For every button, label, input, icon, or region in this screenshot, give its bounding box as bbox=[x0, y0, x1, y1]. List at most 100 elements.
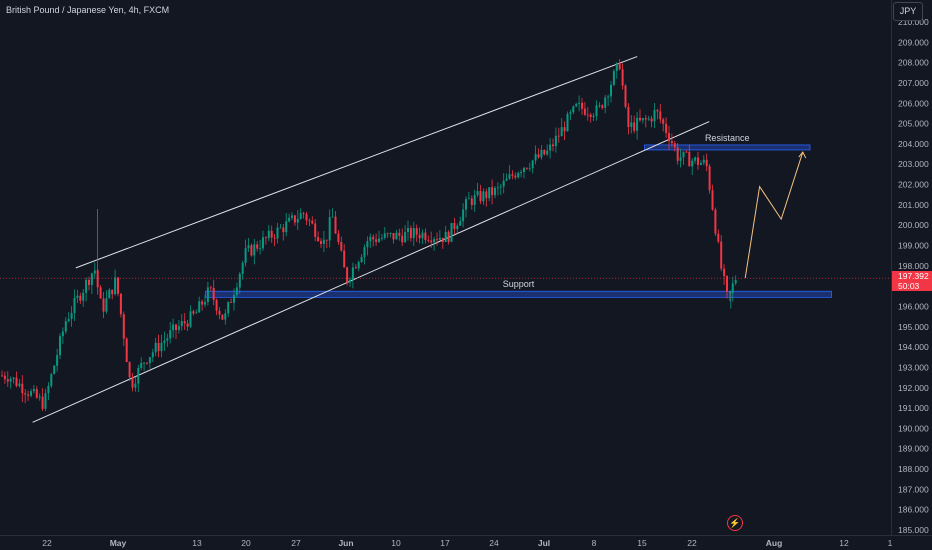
time-scale-divider bbox=[0, 535, 932, 536]
candle-body bbox=[583, 108, 586, 115]
candle-body bbox=[560, 127, 563, 137]
candle-body bbox=[662, 119, 665, 124]
candle-body bbox=[351, 267, 354, 280]
y-tick-label: 194.000 bbox=[898, 342, 929, 352]
candle-body bbox=[711, 190, 714, 210]
candle-body bbox=[444, 231, 447, 242]
candle-body bbox=[653, 110, 656, 122]
candle-body bbox=[592, 115, 595, 118]
candle-body bbox=[279, 227, 282, 229]
candle-body bbox=[479, 191, 482, 202]
candle-body bbox=[401, 235, 404, 243]
candle-body bbox=[717, 233, 720, 242]
y-tick-label: 192.000 bbox=[898, 383, 929, 393]
candle-body bbox=[699, 162, 702, 165]
candle-body bbox=[494, 187, 496, 196]
x-tick-label: 1 bbox=[888, 538, 893, 548]
candle-body bbox=[105, 298, 108, 312]
candle-body bbox=[285, 221, 288, 233]
x-tick-label: Jun bbox=[338, 538, 353, 548]
candle-body bbox=[441, 237, 444, 242]
candle-body bbox=[108, 289, 111, 299]
candle-body bbox=[412, 228, 415, 239]
candle-body bbox=[456, 225, 459, 230]
candle-body bbox=[282, 227, 285, 233]
candle-body bbox=[334, 216, 337, 234]
candle-body bbox=[85, 279, 88, 293]
lower-channel-trendline bbox=[32, 121, 710, 423]
candle-body bbox=[276, 227, 279, 239]
candle-body bbox=[218, 310, 221, 315]
x-tick-label: 22 bbox=[42, 538, 52, 548]
candle-body bbox=[1, 375, 3, 377]
candle-body bbox=[438, 237, 441, 240]
candle-body bbox=[50, 374, 53, 386]
candle-body bbox=[88, 279, 90, 285]
candle-body bbox=[302, 213, 305, 215]
candle-body bbox=[59, 336, 61, 356]
candle-body bbox=[697, 157, 699, 165]
candle-body bbox=[360, 256, 363, 263]
candle-body bbox=[517, 172, 520, 178]
x-tick-label: May bbox=[110, 538, 127, 548]
candle-body bbox=[102, 298, 105, 312]
x-tick-label: Jul bbox=[538, 538, 550, 548]
candle-body bbox=[375, 239, 378, 242]
candle-body bbox=[694, 157, 697, 161]
candle-body bbox=[731, 283, 734, 294]
y-tick-label: 201.000 bbox=[898, 200, 929, 210]
candle-body bbox=[354, 267, 357, 269]
candle-body bbox=[79, 295, 82, 301]
candle-body bbox=[256, 244, 259, 249]
candle-body bbox=[331, 216, 334, 218]
bolt-icon[interactable]: ⚡ bbox=[727, 515, 743, 531]
candle-body bbox=[572, 106, 575, 113]
candle-body bbox=[314, 223, 317, 238]
candle-body bbox=[505, 178, 508, 181]
x-tick-label: Aug bbox=[766, 538, 783, 548]
candle-body bbox=[119, 293, 122, 315]
candle-body bbox=[702, 159, 705, 163]
candle-body bbox=[221, 314, 224, 320]
candle-body bbox=[563, 127, 566, 132]
candle-body bbox=[607, 96, 610, 98]
x-tick-label: 17 bbox=[440, 538, 450, 548]
candle-body bbox=[644, 118, 647, 120]
candle-body bbox=[235, 287, 238, 296]
candle-body bbox=[462, 209, 465, 222]
candle-body bbox=[177, 326, 180, 330]
candle-body bbox=[299, 213, 302, 220]
candle-body bbox=[523, 167, 525, 172]
currency-badge[interactable]: JPY bbox=[893, 2, 923, 21]
candle-body bbox=[262, 237, 264, 249]
y-tick-label: 185.000 bbox=[898, 525, 929, 535]
y-tick-label: 188.000 bbox=[898, 464, 929, 474]
candle-body bbox=[369, 236, 372, 242]
candle-body bbox=[552, 144, 554, 147]
candle-body bbox=[18, 383, 21, 386]
candle-body bbox=[636, 117, 639, 131]
candle-body bbox=[44, 393, 47, 409]
candle-body bbox=[317, 237, 320, 242]
candle-body bbox=[291, 215, 293, 218]
y-tick-label: 195.000 bbox=[898, 322, 929, 332]
candle-body bbox=[685, 151, 688, 153]
candle-body bbox=[143, 362, 146, 364]
candle-body bbox=[647, 118, 650, 120]
candle-body bbox=[525, 167, 528, 169]
candle-body bbox=[615, 63, 618, 71]
candle-body bbox=[668, 133, 670, 142]
y-tick-label: 193.000 bbox=[898, 362, 929, 372]
candle-body bbox=[122, 314, 125, 339]
candle-body bbox=[407, 227, 409, 233]
candle-body bbox=[180, 321, 183, 327]
candle-body bbox=[415, 228, 418, 235]
y-tick-label: 189.000 bbox=[898, 444, 929, 454]
candle-body bbox=[670, 141, 673, 144]
candle-body bbox=[499, 186, 502, 188]
candle-body bbox=[56, 355, 59, 366]
candle-body bbox=[70, 313, 73, 319]
candle-body bbox=[3, 375, 6, 380]
candle-body bbox=[676, 147, 679, 161]
